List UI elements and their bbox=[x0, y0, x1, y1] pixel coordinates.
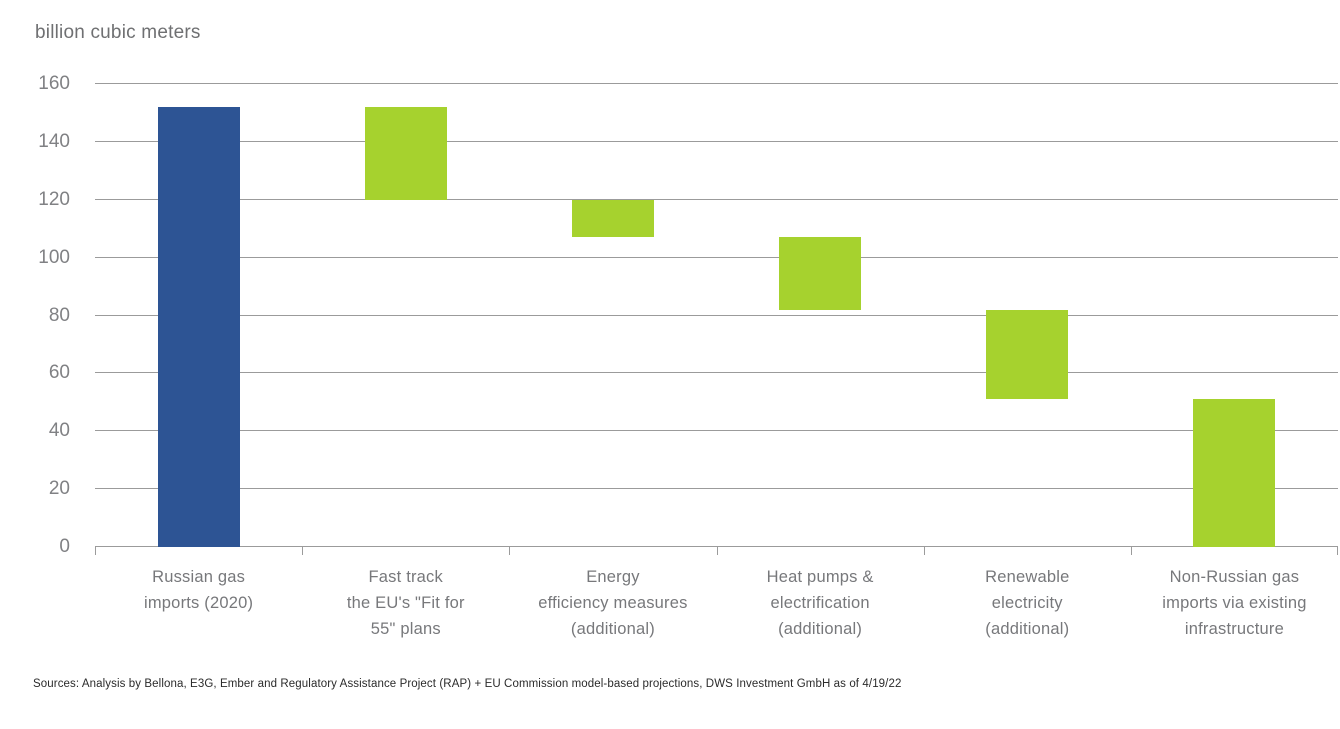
x-axis-tick bbox=[95, 547, 96, 555]
y-tick-label-20: 20 bbox=[48, 478, 70, 500]
gridline-100 bbox=[95, 256, 1338, 258]
gridline-160 bbox=[95, 83, 1338, 84]
y-tick-label-160: 160 bbox=[38, 73, 70, 94]
x-axis-tick bbox=[1130, 547, 1132, 555]
x-axis-tick bbox=[716, 547, 718, 555]
bar-segment-2 bbox=[571, 199, 654, 238]
x-category-label-1: Russian gas imports (2020) bbox=[144, 568, 254, 612]
bar-segment-4 bbox=[986, 309, 1069, 400]
y-axis-title: billion cubic meters bbox=[35, 22, 201, 43]
x-axis-labels: Russian gas imports (2020) Fast track the… bbox=[95, 564, 1338, 642]
x-axis-tick bbox=[509, 547, 511, 555]
bar-segment-5 bbox=[1193, 399, 1276, 547]
gridline-120 bbox=[95, 198, 1338, 200]
y-tick-label-120: 120 bbox=[38, 188, 70, 210]
y-tick-label-60: 60 bbox=[48, 362, 70, 384]
x-category-label-2: Fast track the EU's "Fit for 55" plans bbox=[346, 568, 465, 638]
bar-segment-3 bbox=[779, 237, 862, 310]
y-tick-label-100: 100 bbox=[38, 246, 70, 268]
plot-area bbox=[95, 83, 1338, 555]
x-axis-tick bbox=[1337, 547, 1338, 555]
x-category-label-4: Heat pumps & electrification (additional… bbox=[766, 568, 874, 638]
gridline-80 bbox=[95, 314, 1338, 316]
gridline-40 bbox=[95, 430, 1338, 432]
x-category-label-6: Non-Russian gas imports via existing inf… bbox=[1162, 568, 1307, 638]
x-category-label-3: Energy efficiency measures (additional) bbox=[538, 568, 688, 638]
y-tick-label-80: 80 bbox=[48, 304, 70, 326]
x-axis-tick bbox=[923, 547, 925, 555]
y-tick-label-40: 40 bbox=[48, 420, 70, 442]
gridline-60 bbox=[95, 372, 1338, 374]
y-tick-label-140: 140 bbox=[38, 130, 70, 152]
bar-segment-1 bbox=[364, 107, 447, 200]
source-note: Sources: Analysis by Bellona, E3G, Ember… bbox=[33, 678, 902, 690]
gridline-20 bbox=[95, 488, 1338, 490]
x-axis-tick bbox=[302, 547, 304, 555]
x-category-label-5: Renewable electricity (additional) bbox=[985, 568, 1070, 638]
y-tick-label-0: 0 bbox=[59, 536, 70, 557]
bar-initial bbox=[157, 107, 240, 547]
gridline-140 bbox=[95, 140, 1338, 142]
gridline-0 bbox=[95, 546, 1338, 547]
